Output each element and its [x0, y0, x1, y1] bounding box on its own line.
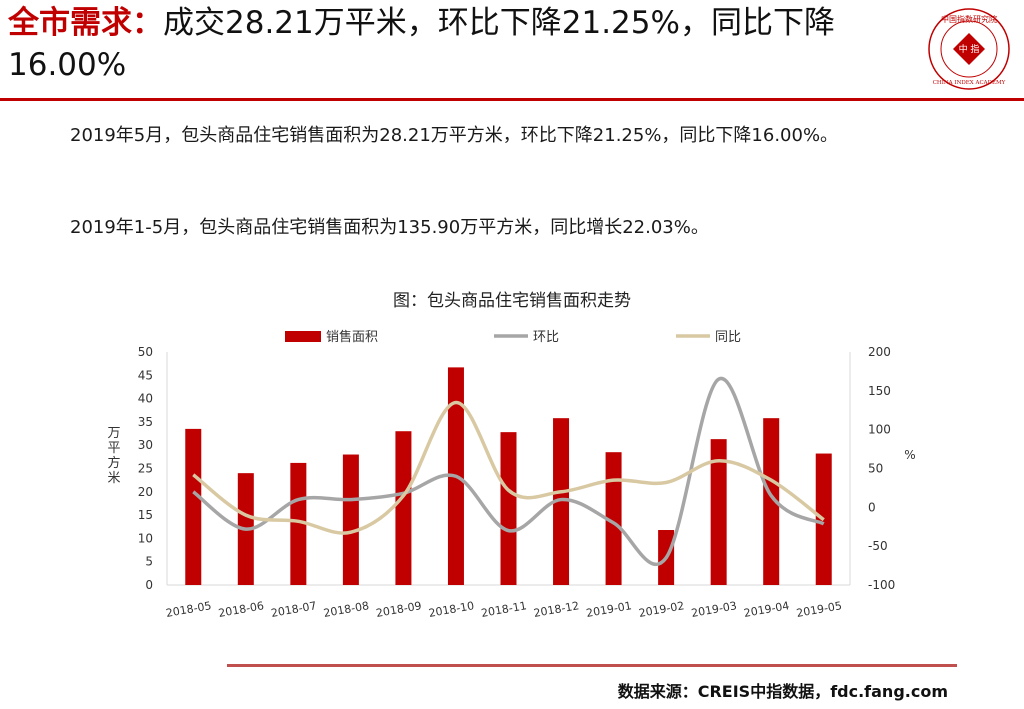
y-tick-right-label: -50 — [868, 539, 888, 553]
x-tick-label: 2019-04 — [743, 599, 791, 620]
y-tick-right-label: 100 — [868, 423, 891, 437]
y-tick-left-label: 20 — [138, 485, 153, 499]
x-tick-label: 2018-09 — [375, 599, 423, 620]
svg-text:CHINA INDEX ACADEMY: CHINA INDEX ACADEMY — [933, 80, 1006, 86]
x-tick-label: 2018-06 — [217, 599, 265, 620]
y-tick-left-label: 45 — [138, 368, 153, 382]
bar-sales-area — [710, 439, 727, 585]
y-axis-left-label: 万平方米 — [107, 426, 120, 486]
x-tick-label: 2018-07 — [270, 599, 318, 620]
legend-label-bar: 销售面积 — [326, 329, 378, 345]
y-tick-right-label: 0 — [868, 500, 876, 514]
bar-sales-area — [185, 428, 202, 585]
svg-text:中 指: 中 指 — [959, 43, 980, 55]
bar-sales-area — [763, 418, 780, 585]
y-tick-right-label: 200 — [868, 345, 891, 359]
chart-title: 图：包头商品住宅销售面积走势 — [393, 291, 631, 311]
x-tick-label: 2019-03 — [690, 599, 738, 620]
bar-sales-area — [395, 431, 412, 585]
title-divider — [0, 98, 1024, 101]
y-tick-right-label: -100 — [868, 578, 895, 592]
legend-label-yoy: 同比 — [715, 330, 741, 345]
x-tick-label: 2018-12 — [533, 599, 581, 620]
y-tick-right-label: 150 — [868, 384, 891, 398]
bar-sales-area — [342, 454, 359, 585]
title-bar: 全市需求：成交28.21万平米，环比下降21.25%，同比下降16.00% — [8, 2, 908, 86]
y-tick-left-label: 50 — [138, 345, 153, 359]
y-tick-left-label: 10 — [138, 531, 153, 545]
legend-swatch-bar — [285, 331, 321, 342]
legend-label-mom: 环比 — [533, 330, 559, 345]
x-tick-label: 2019-02 — [638, 599, 686, 620]
x-tick-label: 2019-05 — [795, 599, 843, 620]
x-tick-label: 2018-05 — [165, 599, 213, 620]
y-tick-left-label: 15 — [138, 508, 153, 522]
y-tick-left-label: 25 — [138, 462, 153, 476]
title-text: 成交28.21万平米，环比下降21.25%，同比下降16.00% — [8, 5, 835, 83]
bar-sales-area — [605, 452, 622, 585]
bottom-divider — [227, 664, 957, 667]
y-tick-left-label: 5 — [145, 555, 153, 569]
line-mom — [192, 376, 825, 567]
y-tick-left-label: 40 — [138, 392, 153, 406]
sales-area-chart: 0 5 10 15 20 25 30 35 40 45 50 -100 -50 0 50 100 150 200 万… — [107, 329, 915, 620]
bar-sales-area — [290, 462, 307, 585]
paragraph-monthly: 2019年5月，包头商品住宅销售面积为28.21万平方米，环比下降21.25%，… — [70, 125, 839, 146]
y-tick-left-label: 30 — [138, 438, 153, 452]
y-tick-right-label: 50 — [868, 462, 883, 476]
data-source: 数据来源：CREIS中指数据，fdc.fang.com — [617, 682, 948, 701]
y-axis-right-label: % — [904, 448, 915, 462]
line-yoy — [192, 400, 825, 535]
bar-sales-area — [500, 432, 517, 585]
x-tick-label: 2018-10 — [428, 599, 476, 620]
x-tick-label: 2019-01 — [585, 599, 633, 620]
y-tick-left-label: 35 — [138, 415, 153, 429]
bar-sales-area — [553, 418, 570, 585]
logo-seal: 中国指数研究院 中 指 CHINA INDEX ACADEMY — [928, 8, 1010, 90]
paragraph-ytd: 2019年1-5月，包头商品住宅销售面积为135.90万平方米，同比增长22.0… — [70, 217, 709, 238]
page-title: 全市需求：成交28.21万平米，环比下降21.25%，同比下降16.00% — [8, 2, 908, 86]
x-tick-label: 2018-11 — [480, 599, 528, 620]
x-tick-label: 2018-08 — [323, 599, 371, 620]
y-tick-left-label: 0 — [145, 578, 153, 592]
svg-text:中国指数研究院: 中国指数研究院 — [941, 14, 997, 24]
title-lead: 全市需求： — [8, 5, 163, 41]
